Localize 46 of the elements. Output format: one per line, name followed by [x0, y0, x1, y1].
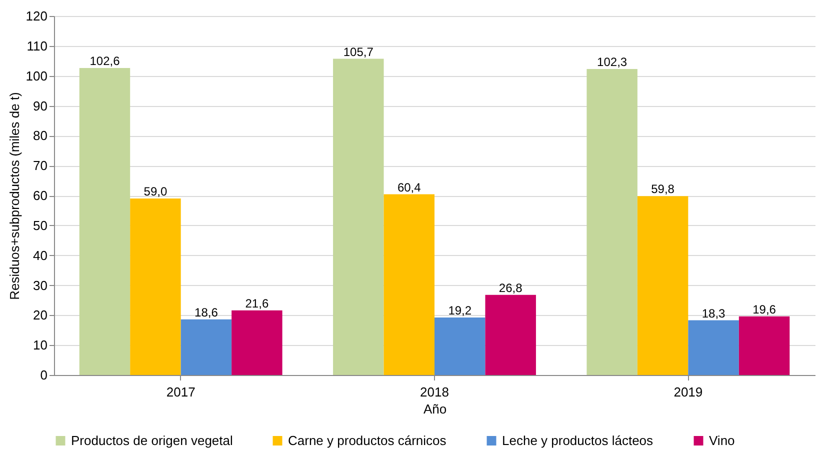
y-tick-label: 90: [33, 98, 48, 114]
x-tick-label: 2019: [674, 384, 703, 400]
y-tick-label: 80: [33, 128, 48, 144]
data-label: 19,6: [752, 302, 776, 316]
y-tick-label: 120: [26, 8, 48, 24]
data-label: 18,3: [702, 306, 726, 320]
bar: [333, 58, 384, 375]
data-label: 59,0: [144, 184, 168, 198]
y-tick-label: 60: [33, 188, 48, 203]
y-tick-label: 50: [33, 218, 48, 233]
data-label: 102,6: [90, 54, 120, 68]
bar: [637, 196, 688, 375]
data-label: 102,3: [597, 54, 628, 69]
x-tick-label: 2017: [166, 384, 196, 400]
y-tick-label: 110: [26, 38, 48, 54]
bar: [180, 319, 232, 375]
legend-label: Vino: [709, 432, 735, 448]
bar: [130, 198, 181, 375]
y-axis-title: Residuos+subproductos (miles de t): [6, 92, 22, 300]
y-tick-label: 40: [33, 248, 48, 263]
y-tick-label: 10: [33, 338, 48, 353]
data-label: 59,8: [651, 182, 675, 196]
x-tick-label: 2018: [420, 384, 449, 400]
bar: [586, 68, 638, 375]
y-tick-label: 30: [33, 278, 48, 293]
x-axis-title: Año: [423, 402, 447, 416]
bar: [384, 194, 434, 375]
bar: [434, 318, 486, 375]
legend-label: Leche y productos lácteos: [502, 432, 654, 448]
data-label: 60,4: [397, 180, 422, 194]
bar: [688, 320, 739, 375]
data-label: 26,8: [498, 280, 523, 295]
legend-label: Productos de origen vegetal: [71, 432, 233, 448]
bar: [79, 68, 130, 375]
data-label: 105,7: [343, 44, 374, 59]
data-label: 18,6: [194, 305, 218, 320]
bar: [738, 316, 790, 375]
legend-label: Carne y productos cárnicos: [288, 432, 447, 448]
data-label: 21,6: [245, 296, 269, 310]
y-tick-label: 100: [26, 68, 48, 84]
y-tick-label: 20: [33, 308, 48, 323]
y-tick-label: 70: [33, 158, 48, 174]
data-label: 19,2: [448, 304, 472, 318]
y-tick-label: 0: [40, 368, 48, 382]
bar: [485, 294, 536, 375]
bar: [232, 310, 282, 375]
